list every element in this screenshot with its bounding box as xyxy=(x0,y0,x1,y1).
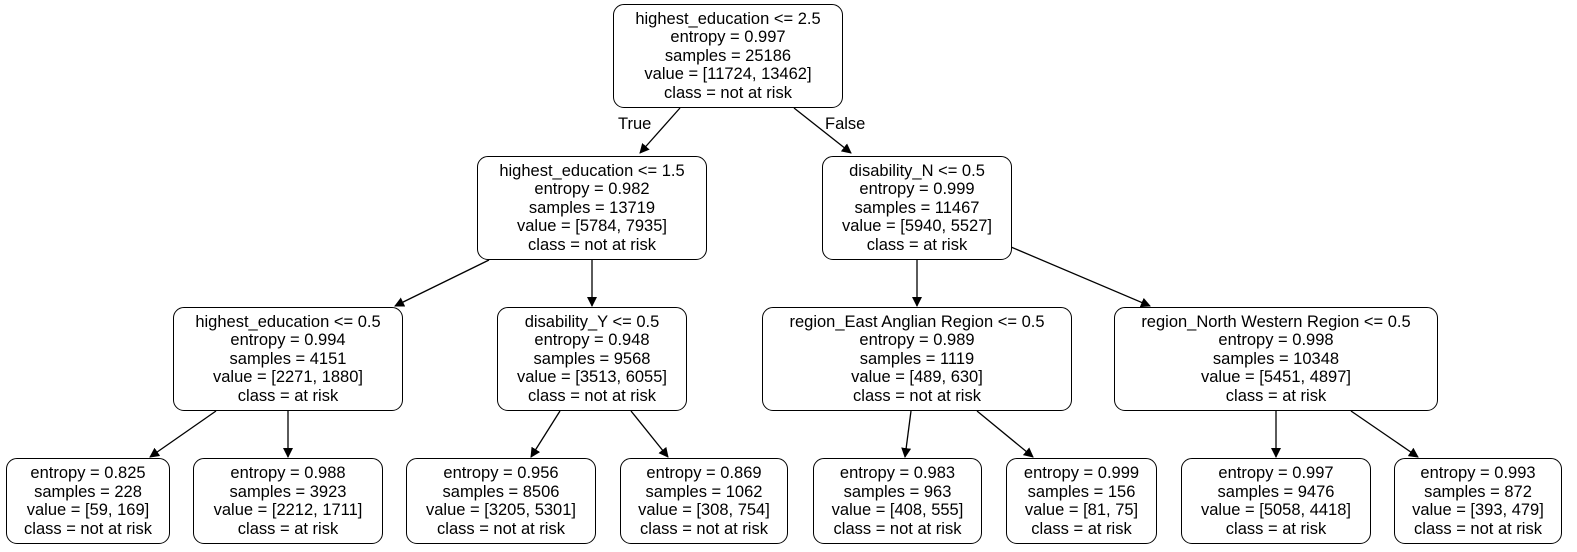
edge-root-left xyxy=(639,107,681,154)
node-class: class = at risk xyxy=(237,386,339,405)
node-entropy: entropy = 0.997 xyxy=(670,28,786,47)
node-samples: samples = 963 xyxy=(843,482,952,501)
node-entropy: entropy = 0.869 xyxy=(646,464,762,482)
node-split-condition: disability_Y <= 0.5 xyxy=(524,312,660,331)
node-value: value = [3513, 6055] xyxy=(517,368,667,387)
tree-leaf-lll: entropy = 0.825 samples = 228 value = [5… xyxy=(6,458,170,544)
node-class: class = not at risk xyxy=(640,519,768,538)
node-value: value = [5940, 5527] xyxy=(842,217,992,236)
tree-leaf-rrl: entropy = 0.997 samples = 9476 value = [… xyxy=(1181,458,1371,544)
edge-lr-lrl xyxy=(530,410,561,458)
node-samples: samples = 1119 xyxy=(859,349,975,368)
node-samples: samples = 872 xyxy=(1424,482,1532,501)
node-value: value = [11724, 13462] xyxy=(644,65,812,84)
tree-leaf-lrr: entropy = 0.869 samples = 1062 value = [… xyxy=(620,458,788,544)
node-class: class = at risk xyxy=(237,519,339,538)
node-entropy: entropy = 0.948 xyxy=(534,331,650,350)
node-samples: samples = 9476 xyxy=(1217,482,1335,501)
node-class: class = not at risk xyxy=(1414,519,1542,538)
node-value: value = [3205, 5301] xyxy=(426,501,576,519)
tree-node-rl: region_East Anglian Region <= 0.5 entrop… xyxy=(762,307,1072,411)
node-samples: samples = 4151 xyxy=(229,349,347,368)
node-entropy: entropy = 0.988 xyxy=(230,464,346,482)
node-entropy: entropy = 0.982 xyxy=(534,180,650,199)
node-split-condition: region_East Anglian Region <= 0.5 xyxy=(789,312,1045,331)
node-value: value = [5058, 4418] xyxy=(1201,501,1351,519)
edge-rr-rrr xyxy=(1350,410,1419,458)
node-class: class = not at risk xyxy=(528,386,656,405)
node-value: value = [308, 754] xyxy=(638,501,770,519)
node-value: value = [2271, 1880] xyxy=(213,368,363,387)
node-class: class = at risk xyxy=(866,235,968,254)
node-samples: samples = 1062 xyxy=(645,482,763,501)
node-class: class = at risk xyxy=(1031,519,1132,538)
node-value: value = [408, 555] xyxy=(831,501,964,519)
node-entropy: entropy = 0.999 xyxy=(859,180,975,199)
edge-l-ll xyxy=(394,259,490,307)
tree-node-root: highest_education <= 2.5 entropy = 0.997… xyxy=(613,4,843,108)
node-entropy: entropy = 0.983 xyxy=(839,464,956,482)
tree-leaf-lrl: entropy = 0.956 samples = 8506 value = [… xyxy=(406,458,596,544)
tree-node-r: disability_N <= 0.5 entropy = 0.999 samp… xyxy=(822,156,1012,260)
tree-node-lr: disability_Y <= 0.5 entropy = 0.948 samp… xyxy=(497,307,687,411)
node-samples: samples = 13719 xyxy=(528,198,656,217)
node-samples: samples = 11467 xyxy=(854,198,980,217)
node-class: class = not at risk xyxy=(853,386,981,405)
node-samples: samples = 228 xyxy=(34,482,142,501)
node-entropy: entropy = 0.998 xyxy=(1218,331,1334,350)
tree-leaf-rrr: entropy = 0.993 samples = 872 value = [3… xyxy=(1394,458,1562,544)
node-value: value = [81, 75] xyxy=(1024,501,1139,519)
node-entropy: entropy = 0.993 xyxy=(1420,464,1536,482)
false-edge-label: False xyxy=(825,115,866,133)
node-entropy: entropy = 0.994 xyxy=(230,331,346,350)
node-samples: samples = 8506 xyxy=(442,482,560,501)
node-class: class = not at risk xyxy=(664,83,792,102)
node-value: value = [5784, 7935] xyxy=(517,217,667,236)
edge-ll-lll xyxy=(149,410,217,458)
node-split-condition: region_North Western Region <= 0.5 xyxy=(1141,312,1411,331)
edge-rl-rll xyxy=(901,410,912,458)
node-class: class = not at risk xyxy=(528,235,656,254)
tree-leaf-rlr: entropy = 0.999 samples = 156 value = [8… xyxy=(1006,458,1157,544)
node-class: class = not at risk xyxy=(833,519,962,538)
node-value: value = [2212, 1711] xyxy=(213,501,363,519)
tree-node-rr: region_North Western Region <= 0.5 entro… xyxy=(1114,307,1438,411)
true-edge-label: True xyxy=(618,115,652,133)
node-value: value = [393, 479] xyxy=(1412,501,1544,519)
node-split-condition: highest_education <= 2.5 xyxy=(635,9,821,28)
node-value: value = [5451, 4897] xyxy=(1201,368,1351,387)
node-samples: samples = 3923 xyxy=(229,482,347,501)
node-value: value = [59, 169] xyxy=(26,501,150,519)
node-samples: samples = 25186 xyxy=(664,46,792,65)
node-samples: samples = 156 xyxy=(1027,482,1136,501)
tree-node-l: highest_education <= 1.5 entropy = 0.982… xyxy=(477,156,707,260)
node-class: class = at risk xyxy=(1225,386,1327,405)
node-class: class = not at risk xyxy=(24,519,152,538)
node-class: class = at risk xyxy=(1225,519,1327,538)
tree-node-ll: highest_education <= 0.5 entropy = 0.994… xyxy=(173,307,403,411)
node-value: value = [489, 630] xyxy=(851,368,983,387)
node-entropy: entropy = 0.956 xyxy=(443,464,559,482)
node-entropy: entropy = 0.825 xyxy=(30,464,146,482)
node-entropy: entropy = 0.997 xyxy=(1218,464,1334,482)
node-entropy: entropy = 0.999 xyxy=(1023,464,1140,482)
node-class: class = not at risk xyxy=(437,519,565,538)
edge-r-rr xyxy=(1010,246,1151,308)
node-samples: samples = 9568 xyxy=(533,349,651,368)
edge-lr-lrr xyxy=(630,410,669,458)
edge-rl-rlr xyxy=(976,410,1034,458)
node-split-condition: highest_education <= 1.5 xyxy=(499,161,685,180)
tree-leaf-llr: entropy = 0.988 samples = 3923 value = [… xyxy=(193,458,383,544)
node-samples: samples = 10348 xyxy=(1212,349,1340,368)
node-split-condition: highest_education <= 0.5 xyxy=(195,312,381,331)
node-entropy: entropy = 0.989 xyxy=(859,331,975,350)
node-split-condition: disability_N <= 0.5 xyxy=(849,161,985,180)
edge-root-right xyxy=(793,107,852,154)
tree-leaf-rll: entropy = 0.983 samples = 963 value = [4… xyxy=(813,458,982,544)
